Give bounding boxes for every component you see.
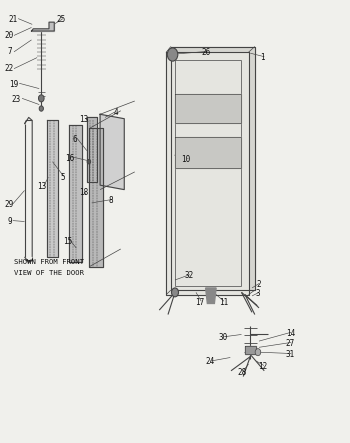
Circle shape bbox=[39, 106, 43, 111]
Circle shape bbox=[172, 288, 178, 297]
Text: 17: 17 bbox=[196, 298, 205, 307]
Text: 28: 28 bbox=[238, 368, 247, 377]
Text: 31: 31 bbox=[286, 350, 295, 359]
Polygon shape bbox=[32, 22, 54, 31]
Circle shape bbox=[167, 48, 178, 61]
Polygon shape bbox=[89, 128, 103, 267]
Text: 12: 12 bbox=[259, 362, 268, 371]
Text: 29: 29 bbox=[5, 200, 14, 209]
Polygon shape bbox=[87, 117, 97, 182]
Text: 30: 30 bbox=[219, 333, 228, 342]
Polygon shape bbox=[100, 114, 124, 190]
Text: 23: 23 bbox=[12, 95, 21, 104]
Text: 19: 19 bbox=[9, 80, 18, 89]
Text: 32: 32 bbox=[184, 271, 194, 280]
Text: 5: 5 bbox=[60, 173, 65, 182]
Text: 9: 9 bbox=[7, 217, 12, 226]
Text: SHOWN FROM FRONT: SHOWN FROM FRONT bbox=[14, 259, 84, 265]
Polygon shape bbox=[175, 137, 242, 168]
Text: 18: 18 bbox=[79, 188, 88, 197]
Text: 24: 24 bbox=[205, 358, 215, 366]
Text: 15: 15 bbox=[64, 237, 73, 246]
Polygon shape bbox=[166, 52, 248, 295]
Text: 6: 6 bbox=[73, 135, 78, 144]
Circle shape bbox=[255, 349, 261, 356]
Text: 26: 26 bbox=[202, 48, 211, 57]
Text: VIEW OF THE DOOR: VIEW OF THE DOOR bbox=[14, 270, 84, 276]
Text: 14: 14 bbox=[286, 329, 295, 338]
Text: 7: 7 bbox=[7, 47, 12, 56]
Circle shape bbox=[87, 159, 91, 164]
Text: 2: 2 bbox=[256, 280, 261, 289]
Text: 27: 27 bbox=[286, 339, 295, 348]
Text: 21: 21 bbox=[9, 15, 18, 23]
Circle shape bbox=[38, 95, 44, 102]
Polygon shape bbox=[206, 288, 216, 303]
Text: 11: 11 bbox=[219, 298, 228, 307]
Polygon shape bbox=[175, 94, 242, 123]
Polygon shape bbox=[245, 346, 255, 354]
Text: 3: 3 bbox=[256, 289, 261, 298]
Text: 4: 4 bbox=[113, 109, 118, 117]
Polygon shape bbox=[171, 47, 255, 290]
Polygon shape bbox=[47, 120, 58, 257]
Text: 8: 8 bbox=[109, 196, 114, 205]
Text: 22: 22 bbox=[5, 64, 14, 73]
Polygon shape bbox=[69, 125, 82, 262]
Text: 13: 13 bbox=[79, 115, 89, 124]
Text: 1: 1 bbox=[260, 53, 265, 62]
Text: 20: 20 bbox=[5, 31, 14, 40]
Text: 25: 25 bbox=[57, 15, 66, 23]
Text: 16: 16 bbox=[65, 154, 75, 163]
Text: 13: 13 bbox=[37, 183, 47, 191]
Text: 10: 10 bbox=[181, 155, 190, 164]
